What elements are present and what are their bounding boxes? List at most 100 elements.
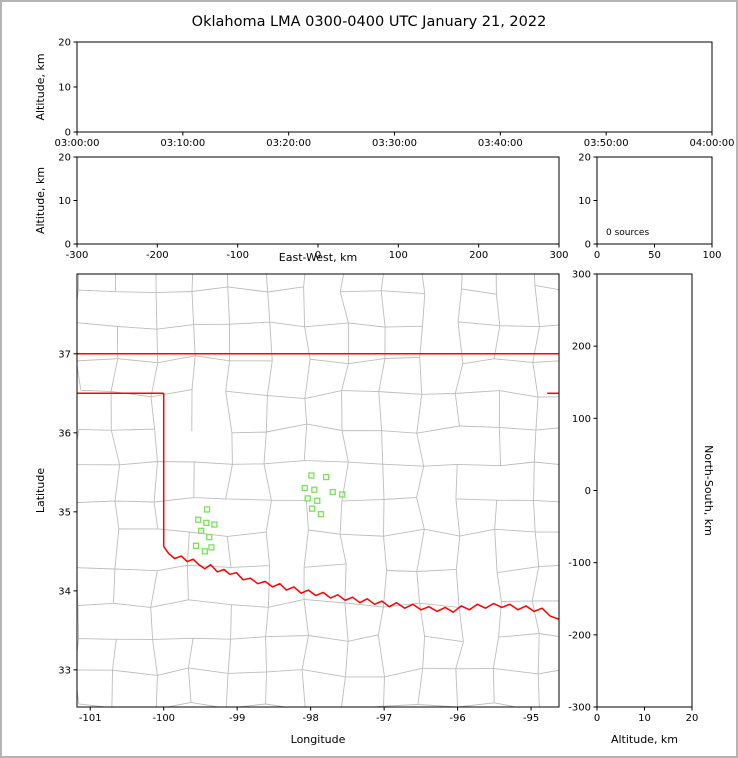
y-tick-label: 37 bbox=[58, 349, 71, 360]
y-axis-ticks: 33 34 35 36 37 bbox=[58, 349, 77, 676]
source-marker bbox=[339, 491, 346, 498]
x-tick-label: 300 bbox=[549, 250, 568, 261]
x-tick-label: 0 bbox=[594, 713, 600, 724]
y-tick-label: 10 bbox=[58, 196, 71, 207]
x-tick-label: -95 bbox=[523, 713, 539, 724]
panel-plan_view: -101 -100 -99 -98 -97 -96 -95 33 34 35 36 37 Longitu… bbox=[34, 273, 560, 746]
source-marker bbox=[329, 488, 336, 496]
panel-ew_height: -300 -200 -100 0 100 200 300 0 10 20 East-West, km… bbox=[34, 153, 569, 265]
y-axis-label: Altitude, km bbox=[34, 53, 47, 120]
x-tick-label: 03:10:00 bbox=[160, 138, 205, 149]
x-axis-ticks: -101 -100 -99 -98 -97 -96 -95 bbox=[79, 707, 539, 724]
y-tick-label: 10 bbox=[578, 196, 591, 207]
x-tick-label: -97 bbox=[376, 713, 392, 724]
y-tick-label: 33 bbox=[58, 665, 71, 676]
x-axis-label: Longitude bbox=[291, 733, 346, 746]
y-tick-label: 0 bbox=[65, 240, 71, 251]
source-marker bbox=[208, 544, 215, 551]
x-tick-label: -98 bbox=[302, 713, 318, 724]
x-tick-label: 03:40:00 bbox=[478, 138, 523, 149]
source-marker bbox=[203, 506, 211, 513]
x-tick-label: 03:50:00 bbox=[584, 138, 629, 149]
y-axis-label: Latitude bbox=[34, 468, 47, 514]
panel-background bbox=[597, 157, 712, 244]
y-tick-label: 0 bbox=[65, 128, 71, 139]
y-tick-label: -100 bbox=[568, 558, 591, 569]
source-marker bbox=[198, 527, 205, 534]
y-tick-label: 0 bbox=[585, 486, 591, 497]
y-axis-label: Altitude, km bbox=[34, 167, 47, 234]
x-tick-label: -96 bbox=[449, 713, 465, 724]
panel-time_height: 03:00:00 03:10:00 03:20:00 03:30:00 03:40:00… bbox=[34, 38, 734, 150]
y-axis-ticks: 0 10 20 bbox=[58, 38, 77, 139]
y-axis-ticks: -300 -200 -100 0 100 200 300 bbox=[568, 270, 597, 714]
x-axis-ticks: 0 10 20 bbox=[594, 707, 699, 724]
y-tick-label: 300 bbox=[572, 270, 591, 281]
x-tick-label: 0 bbox=[315, 250, 321, 261]
x-axis-ticks: 03:00:00 03:10:00 03:20:00 03:30:00 03:40:00… bbox=[55, 132, 735, 149]
y-axis-label: North-South, km bbox=[702, 445, 715, 536]
source-marker bbox=[195, 516, 202, 523]
panel-ns_height: 0 10 20 -300 -200 -100 0 100 200 300 Altitude, km N… bbox=[568, 270, 715, 747]
x-tick-label: -99 bbox=[229, 713, 245, 724]
x-tick-label: 50 bbox=[648, 250, 661, 261]
x-tick-label: 20 bbox=[686, 713, 699, 724]
y-tick-label: 100 bbox=[572, 414, 591, 425]
state-border bbox=[163, 546, 559, 621]
x-axis-ticks: 0 50 100 bbox=[594, 244, 722, 261]
x-tick-label: 04:00:00 bbox=[690, 138, 735, 149]
county-boundaries bbox=[77, 274, 559, 707]
panel-background bbox=[77, 42, 712, 132]
x-tick-label: 0 bbox=[594, 250, 600, 261]
source-marker bbox=[206, 533, 213, 541]
source-marker bbox=[317, 511, 325, 518]
x-tick-label: -100 bbox=[152, 713, 175, 724]
x-tick-label: 03:30:00 bbox=[372, 138, 417, 149]
panel-background bbox=[77, 157, 559, 244]
x-tick-label: -200 bbox=[146, 250, 169, 261]
y-tick-label: 200 bbox=[572, 342, 591, 353]
source-markers bbox=[192, 472, 346, 555]
y-tick-label: 10 bbox=[58, 83, 71, 94]
x-tick-label: -101 bbox=[79, 713, 102, 724]
x-tick-label: 10 bbox=[638, 713, 651, 724]
x-tick-label: 200 bbox=[469, 250, 488, 261]
source-marker bbox=[308, 505, 316, 512]
x-tick-label: 03:20:00 bbox=[266, 138, 311, 149]
panel-background bbox=[597, 274, 692, 707]
source-marker bbox=[211, 521, 218, 528]
source-marker bbox=[201, 548, 208, 555]
y-tick-label: -200 bbox=[568, 630, 591, 641]
y-tick-label: 20 bbox=[58, 153, 71, 164]
y-axis-ticks: 0 10 20 bbox=[58, 153, 77, 251]
y-axis-ticks: 0 10 20 bbox=[578, 153, 597, 251]
y-tick-label: -300 bbox=[568, 703, 591, 714]
x-axis-ticks: -300 -200 -100 0 100 200 300 bbox=[66, 244, 569, 261]
x-tick-label: -100 bbox=[226, 250, 249, 261]
source-marker bbox=[301, 484, 308, 492]
y-tick-label: 20 bbox=[58, 38, 71, 49]
source-marker bbox=[192, 542, 200, 549]
source-marker bbox=[311, 486, 318, 493]
x-axis-label: East-West, km bbox=[279, 251, 357, 264]
x-tick-label: 100 bbox=[702, 250, 721, 261]
y-tick-label: 36 bbox=[58, 428, 71, 439]
axes-frame bbox=[76, 273, 560, 708]
y-tick-label: 0 bbox=[585, 240, 591, 251]
y-tick-label: 20 bbox=[578, 153, 591, 164]
source-marker bbox=[304, 495, 311, 502]
source-marker bbox=[314, 497, 321, 504]
map-content bbox=[77, 274, 559, 707]
panel-background bbox=[77, 274, 559, 707]
y-tick-label: 35 bbox=[58, 507, 71, 518]
x-tick-label: 03:00:00 bbox=[55, 138, 100, 149]
y-tick-label: 34 bbox=[58, 586, 71, 597]
source-marker bbox=[203, 519, 210, 527]
sources-count-annotation: 0 sources bbox=[606, 228, 649, 238]
source-marker bbox=[308, 472, 315, 479]
figure-title: Oklahoma LMA 0300-0400 UTC January 21, 2… bbox=[191, 14, 547, 30]
x-tick-label: 100 bbox=[389, 250, 408, 261]
panel-source_histogram: 0 50 100 0 10 20 0 sources bbox=[578, 153, 721, 262]
